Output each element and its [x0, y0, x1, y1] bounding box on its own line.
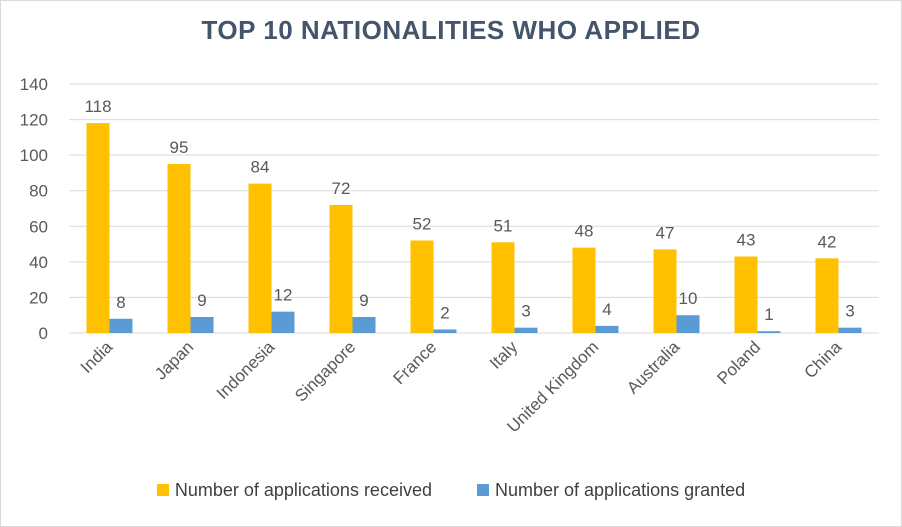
- bar: [167, 164, 191, 333]
- data-label: 8: [116, 293, 125, 312]
- data-label: 1: [764, 305, 773, 324]
- x-tick-label: India: [77, 337, 117, 377]
- data-label: 51: [494, 216, 513, 235]
- bar: [757, 331, 781, 333]
- x-tick-label: Italy: [486, 337, 522, 373]
- bar: [838, 327, 862, 333]
- legend-item-received: Number of applications received: [156, 480, 432, 501]
- y-tick-label: 0: [39, 324, 48, 343]
- bar: [514, 327, 538, 333]
- y-tick-label: 40: [29, 253, 48, 272]
- data-label: 95: [170, 138, 189, 157]
- data-label: 42: [818, 232, 837, 251]
- data-label: 3: [845, 302, 854, 321]
- bar: [433, 329, 457, 333]
- bar: [734, 256, 758, 333]
- legend-label-received: Number of applications received: [174, 480, 432, 500]
- bar: [190, 316, 214, 333]
- x-tick-label: France: [389, 337, 440, 388]
- legend-item-granted: Number of applications granted: [477, 480, 745, 501]
- bar: [815, 258, 839, 333]
- data-label: 2: [440, 303, 449, 322]
- bar: [676, 315, 700, 333]
- x-tick-label: China: [800, 337, 845, 382]
- data-label: 48: [575, 222, 594, 241]
- x-tick-label: Australia: [623, 337, 684, 398]
- data-label: 52: [413, 215, 432, 234]
- data-label: 12: [274, 286, 293, 305]
- data-label: 9: [197, 291, 206, 310]
- y-tick-label: 100: [20, 146, 48, 165]
- x-tick-label: Poland: [713, 337, 764, 388]
- y-tick-label: 80: [29, 182, 48, 201]
- legend-label-granted: Number of applications granted: [495, 480, 746, 500]
- bar: [572, 247, 596, 333]
- data-label: 9: [359, 291, 368, 310]
- data-label: 10: [679, 289, 698, 308]
- data-label: 118: [84, 97, 111, 116]
- bar: [491, 242, 515, 333]
- data-label: 3: [521, 302, 530, 321]
- y-tick-label: 120: [20, 111, 48, 130]
- data-label: 84: [251, 158, 270, 177]
- chart-legend: Number of applications received Number o…: [1, 480, 901, 501]
- data-label: 47: [656, 223, 675, 242]
- legend-swatch-granted: [477, 484, 489, 496]
- data-label: 72: [332, 179, 351, 198]
- bar: [109, 318, 133, 333]
- data-label: 43: [737, 231, 756, 250]
- bar: [248, 183, 272, 333]
- bar: [410, 240, 434, 333]
- y-tick-label: 60: [29, 217, 48, 236]
- y-tick-label: 140: [20, 75, 48, 94]
- x-tick-label: Indonesia: [213, 337, 279, 403]
- data-label: 4: [602, 300, 611, 319]
- bar: [352, 316, 376, 333]
- legend-swatch-received: [156, 484, 169, 496]
- chart-title: TOP 10 NATIONALITIES WHO APPLIED: [201, 15, 701, 45]
- x-tick-label: Japan: [151, 337, 197, 383]
- bar: [595, 325, 619, 333]
- bar: [653, 249, 677, 333]
- y-tick-label: 20: [29, 288, 48, 307]
- bar: [329, 204, 353, 333]
- bar: [271, 311, 295, 333]
- bar: [86, 123, 110, 333]
- x-tick-label: Singapore: [291, 337, 359, 405]
